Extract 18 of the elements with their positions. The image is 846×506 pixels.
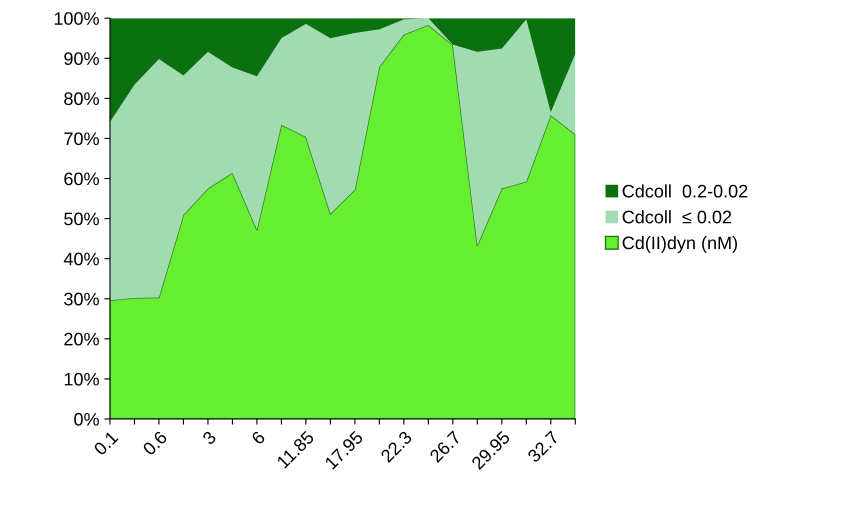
y-tick-label: 50% [64,212,99,226]
legend-label: Cdcoll 0.2-0.02 [622,184,748,198]
x-tick-label: 0.6 [142,430,168,456]
y-tick-label: 30% [64,292,99,306]
y-tick-label: 70% [64,132,99,146]
y-tick-label: 60% [64,172,99,186]
y-tick-label: 0% [74,412,99,426]
y-tick-label: 90% [64,52,99,66]
y-tick-label: 100% [54,12,99,25]
x-tick-label: 6 [250,430,266,446]
legend-label: Cdcoll ≤ 0.02 [622,210,732,224]
y-tick-label: 10% [64,372,99,386]
legend-label: Cd(II)dyn (nM) [622,236,737,253]
y-tick-label: 20% [64,332,99,346]
y-tick-label: 40% [64,252,99,266]
y-tick-label: 80% [64,92,99,106]
x-tick-label: 0.1 [93,430,119,456]
x-tick-label: 3 [202,430,217,446]
